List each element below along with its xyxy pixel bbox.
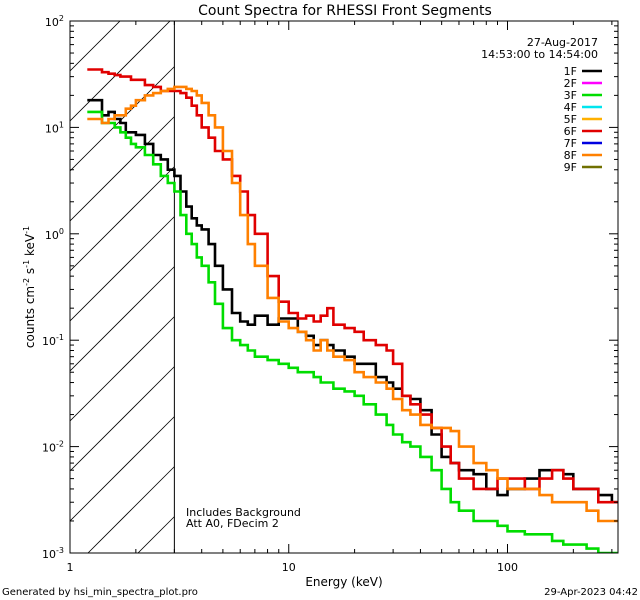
hatch-line [70,116,175,222]
y-tick-label: 100 [45,227,64,242]
annotation-background: Includes Background [186,506,301,519]
x-tick-label: 100 [497,561,518,574]
series-8f-line [87,85,618,523]
y-label-part-3: s [23,268,37,278]
hatch-line [87,466,175,553]
legend-label: 7F [564,137,577,150]
y-axis-label: counts cm-2 s-1 keV-1 [22,226,37,348]
y-tick-label: 101 [45,120,64,135]
y-label-part-4: -1 [22,260,31,268]
hatch-line [70,21,71,22]
y-label-part-1: counts cm [23,286,37,348]
y-tick-label: 10-3 [42,546,64,561]
series-1f-line [87,98,618,504]
legend-label: 8F [564,149,577,162]
plot-frame [69,20,619,554]
hatch-line [70,366,175,472]
legend-label: 4F [564,101,577,114]
y-label-part-6: -1 [22,226,31,234]
series-group [87,68,618,553]
hatch-line [70,266,175,372]
y-label-part-5: keV [23,233,37,260]
time-range-label: 14:53:00 to 14:54:00 [481,48,598,61]
footer-timestamp: 29-Apr-2023 04:42 [544,587,638,598]
series-6f-line [87,68,618,504]
hatch-line [70,21,171,122]
y-tick-label: 10-1 [42,333,64,348]
hatch-line [70,316,175,422]
y-tick-label: 10-2 [42,440,64,455]
hatch-line [70,21,121,72]
hatch-line [70,416,175,522]
x-axis-label: Energy (keV) [305,575,382,589]
series-3f-line [87,110,618,553]
excluded-region [70,21,175,553]
hatch-line [70,66,175,172]
x-axis: 1 10 100 [67,21,613,574]
footer-generated-by: Generated by hsi_min_spectra_plot.pro [2,587,198,598]
legend-label: 5F [564,113,577,126]
legend-label: 6F [564,125,577,138]
chart-title: Count Spectra for RHESSI Front Segments [198,3,492,19]
hatch-line [70,166,175,272]
x-tick-label: 1 [67,561,74,574]
hatch-line [137,516,175,553]
annotation-attenuator: Att A0, FDecim 2 [186,517,279,530]
legend-label: 2F [564,77,577,90]
legend-label: 9F [564,161,577,174]
y-label-part-2: -2 [22,278,31,286]
y-tick-label: 102 [45,14,64,29]
date-label: 27-Aug-2017 [527,36,598,49]
legend-label: 1F [564,65,577,78]
x-tick-label: 10 [282,561,296,574]
hatch-line [70,216,175,322]
y-axis: 10-3 10-2 10-1 100 101 102 [42,14,618,561]
legend-label: 3F [564,89,577,102]
